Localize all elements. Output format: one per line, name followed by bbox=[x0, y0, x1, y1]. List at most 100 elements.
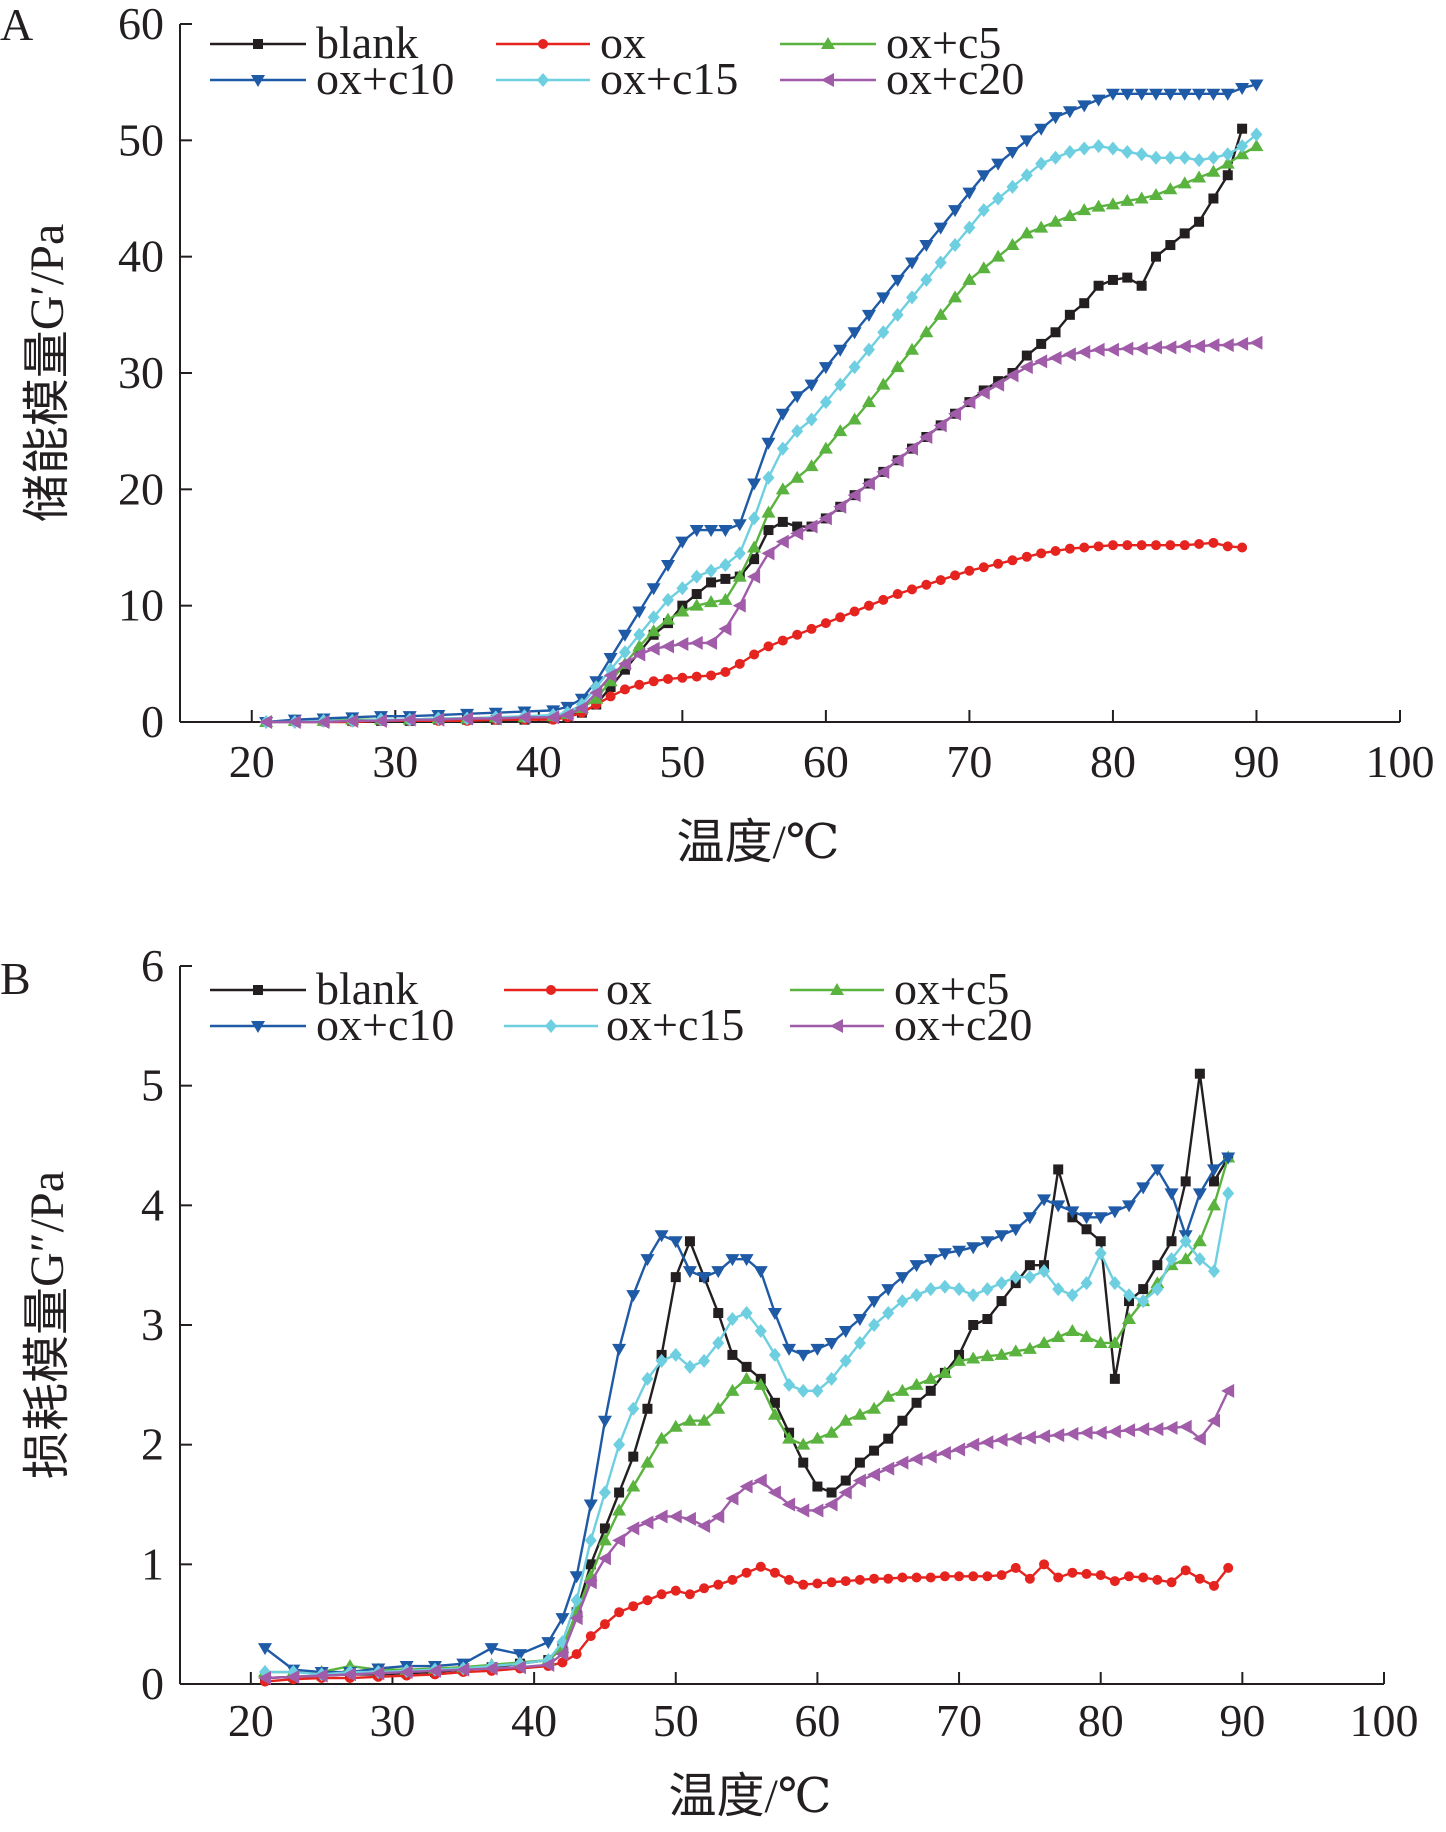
legend-marker bbox=[821, 73, 834, 87]
data-point bbox=[1008, 1431, 1022, 1446]
data-point bbox=[598, 1485, 611, 1500]
data-point bbox=[739, 1371, 754, 1384]
data-point bbox=[670, 1585, 681, 1596]
data-point bbox=[833, 499, 847, 514]
x-tick-label: 100 bbox=[1350, 1695, 1419, 1746]
data-point bbox=[925, 1572, 936, 1583]
legend-marker bbox=[251, 1021, 265, 1033]
data-point bbox=[1192, 170, 1207, 183]
data-point bbox=[1220, 338, 1234, 353]
data-point bbox=[1049, 150, 1062, 165]
data-point bbox=[1034, 220, 1049, 233]
data-point bbox=[950, 570, 961, 581]
data-point bbox=[747, 478, 762, 491]
data-point bbox=[767, 1308, 782, 1321]
data-point bbox=[1036, 548, 1047, 559]
data-point bbox=[345, 713, 359, 728]
data-point bbox=[933, 307, 948, 320]
legend-item: blank bbox=[210, 17, 418, 68]
data-point bbox=[741, 1361, 752, 1372]
data-point bbox=[777, 516, 788, 527]
data-point bbox=[612, 1343, 627, 1356]
data-point bbox=[1235, 82, 1250, 95]
data-point bbox=[1077, 345, 1091, 360]
data-point bbox=[847, 412, 862, 425]
chart-panel-b: B 0 1 2 3 4 5 6 20 30 40 50 60 70 80 90 100 温度/℃ 损耗模量G″/Pa… bbox=[0, 940, 1419, 1823]
data-point bbox=[968, 1320, 979, 1330]
data-point bbox=[557, 1657, 568, 1668]
data-point bbox=[648, 676, 659, 687]
data-point bbox=[484, 1643, 499, 1656]
data-point bbox=[962, 272, 977, 285]
data-point bbox=[316, 715, 330, 729]
data-point bbox=[1235, 336, 1249, 351]
data-point bbox=[342, 1667, 356, 1682]
data-point bbox=[683, 1359, 696, 1374]
data-point bbox=[1065, 1426, 1079, 1441]
data-point bbox=[982, 1571, 993, 1582]
data-point bbox=[1067, 1567, 1078, 1578]
data-point bbox=[1036, 338, 1047, 349]
data-point bbox=[1081, 1224, 1092, 1235]
legend-label: ox+c5 bbox=[886, 17, 1001, 68]
data-point bbox=[923, 1371, 938, 1384]
data-point bbox=[1138, 1284, 1149, 1295]
legend-label: ox+c10 bbox=[316, 999, 454, 1050]
data-point bbox=[740, 1306, 753, 1321]
data-point bbox=[919, 240, 934, 253]
data-point bbox=[994, 1347, 1009, 1360]
data-point bbox=[966, 1242, 981, 1255]
series-line bbox=[266, 133, 1258, 724]
data-point bbox=[1093, 541, 1104, 552]
data-point bbox=[909, 1377, 924, 1390]
data-point bbox=[763, 525, 774, 536]
data-point bbox=[994, 1230, 1009, 1243]
legend-item: ox+c5 bbox=[780, 17, 1001, 68]
data-point bbox=[776, 441, 789, 456]
data-point bbox=[718, 621, 732, 636]
series-ox-c10 bbox=[259, 79, 1264, 729]
data-point bbox=[706, 670, 717, 681]
data-point bbox=[691, 589, 702, 600]
data-point bbox=[584, 1533, 597, 1548]
data-point bbox=[1105, 342, 1119, 357]
data-point bbox=[853, 1335, 866, 1350]
series-line bbox=[266, 83, 1257, 724]
data-point bbox=[905, 257, 919, 270]
data-point bbox=[881, 1461, 895, 1476]
data-point bbox=[1164, 150, 1177, 165]
data-point bbox=[632, 639, 647, 652]
data-point bbox=[603, 674, 618, 687]
data-point bbox=[920, 272, 933, 287]
data-point bbox=[704, 635, 718, 650]
data-point bbox=[895, 1383, 910, 1396]
data-point bbox=[1093, 1335, 1108, 1348]
data-point bbox=[876, 377, 891, 390]
data-point bbox=[560, 708, 574, 723]
data-point bbox=[603, 653, 618, 666]
data-point bbox=[663, 673, 673, 684]
data-point bbox=[1150, 1422, 1164, 1437]
series-ox-c20 bbox=[259, 335, 1263, 729]
legend-marker bbox=[546, 985, 556, 995]
legend-marker bbox=[545, 1019, 557, 1033]
data-point bbox=[634, 679, 645, 690]
data-point bbox=[599, 1619, 610, 1630]
data-point bbox=[484, 1661, 498, 1676]
y-axis-title: 损耗模量G″/Pa bbox=[21, 1171, 74, 1479]
data-point bbox=[753, 1266, 768, 1279]
data-point bbox=[627, 1401, 640, 1416]
data-point bbox=[617, 656, 631, 671]
data-point bbox=[1010, 1562, 1021, 1573]
data-point bbox=[642, 1403, 653, 1414]
data-point bbox=[1109, 1576, 1120, 1587]
data-point bbox=[1105, 88, 1120, 101]
data-point bbox=[796, 1437, 811, 1450]
data-point bbox=[1192, 1188, 1207, 1201]
data-point bbox=[1152, 1260, 1163, 1271]
data-point bbox=[597, 1415, 612, 1428]
data-point bbox=[867, 1401, 882, 1414]
series-blank bbox=[261, 123, 1248, 727]
data-point bbox=[1051, 1329, 1066, 1342]
x-tick-label: 90 bbox=[1219, 1695, 1265, 1746]
